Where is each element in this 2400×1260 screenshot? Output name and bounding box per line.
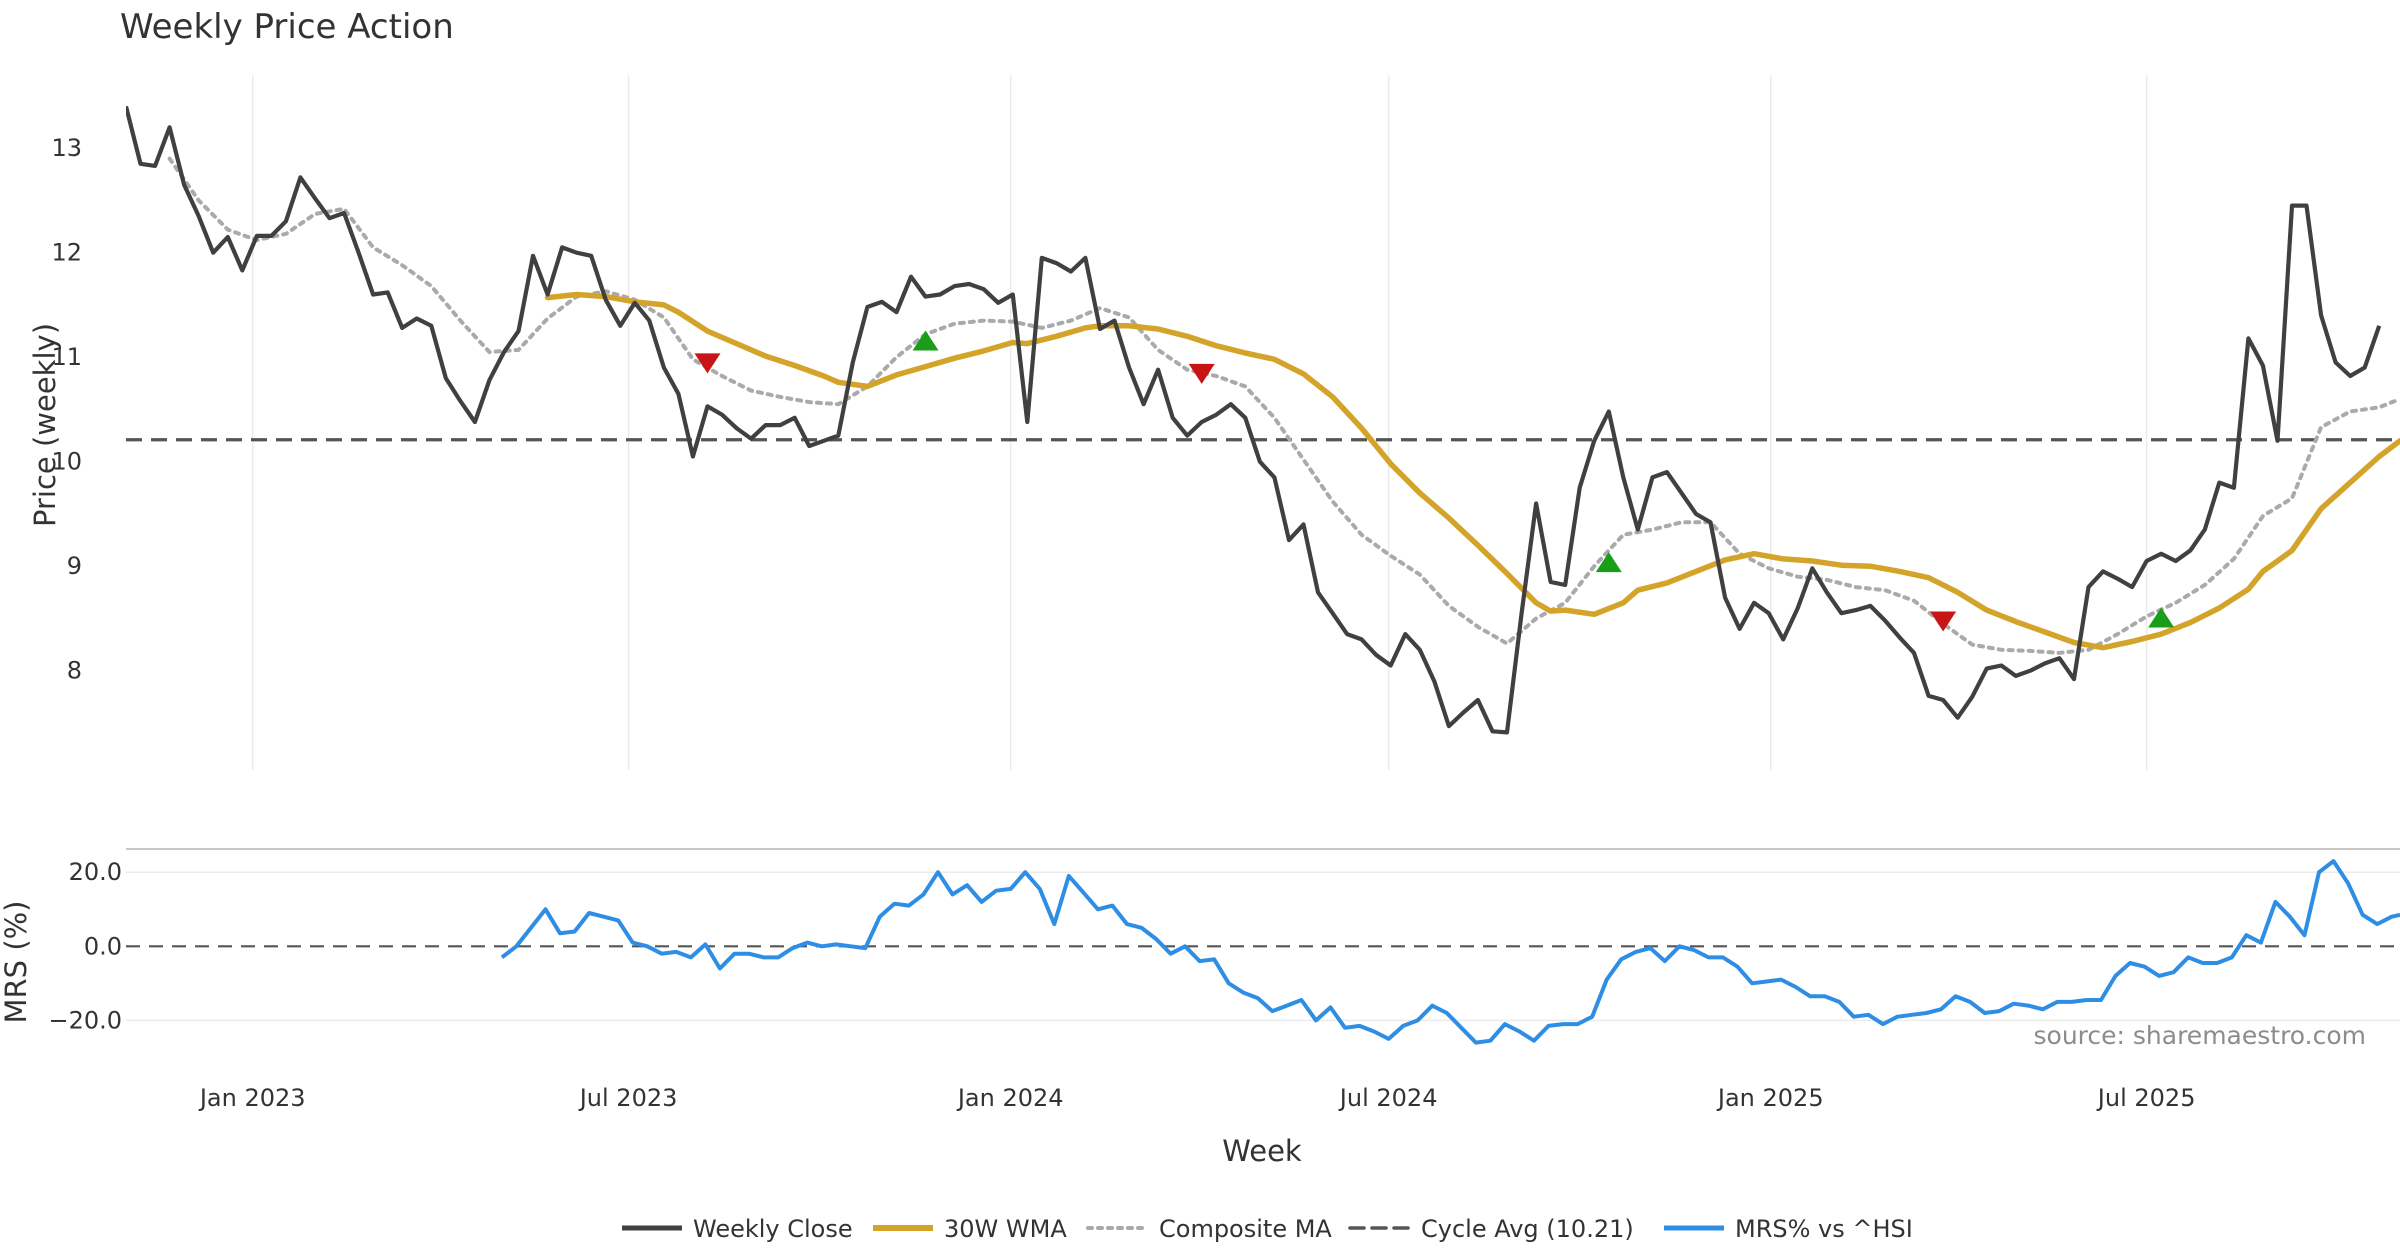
price-y-tick-label: 9 bbox=[67, 552, 82, 580]
legend-item: 30W WMA bbox=[873, 1215, 1067, 1243]
sell-signal-marker bbox=[1188, 363, 1215, 384]
sell-signal-marker bbox=[1930, 611, 1957, 632]
price-series bbox=[126, 105, 2400, 735]
price-y-tick-label: 11 bbox=[51, 343, 82, 371]
legend-label: Cycle Avg (10.21) bbox=[1421, 1215, 1634, 1243]
price-panel: 8 9 10 11 12 13 Price (weekly) bbox=[28, 75, 2400, 770]
legend-label: Composite MA bbox=[1159, 1215, 1332, 1243]
wma-30w-line bbox=[544, 291, 2400, 651]
mrs-y-axis-label: MRS (%) bbox=[0, 901, 33, 1024]
legend-item: MRS% vs ^HSI bbox=[1664, 1215, 1913, 1243]
mrs-line bbox=[500, 859, 2400, 1045]
source-note: source: sharemaestro.com bbox=[2034, 1021, 2367, 1050]
legend-item: Composite MA bbox=[1086, 1215, 1332, 1243]
legend-label: 30W WMA bbox=[944, 1215, 1067, 1243]
x-tick-label: Jul 2023 bbox=[578, 1084, 678, 1112]
x-tick-label: Jan 2024 bbox=[956, 1084, 1064, 1112]
mrs-series bbox=[500, 859, 2400, 1045]
price-grid bbox=[251, 75, 2148, 770]
price-y-ticks: 8 9 10 11 12 13 bbox=[51, 134, 82, 685]
mrs-y-tick-label: 20.0 bbox=[69, 858, 122, 886]
buy-signal-marker bbox=[912, 330, 939, 351]
x-tick-label: Jul 2024 bbox=[1338, 1084, 1438, 1112]
buy-signal-marker bbox=[2148, 607, 2175, 628]
x-tick-label: Jul 2025 bbox=[2096, 1084, 2196, 1112]
buy-signal-marker bbox=[1595, 552, 1622, 573]
mrs-y-tick-label: 0.0 bbox=[84, 932, 122, 960]
mrs-y-tick-label: −20.0 bbox=[48, 1006, 122, 1034]
x-axis-label: Week bbox=[1222, 1134, 1302, 1168]
chart-title: Weekly Price Action bbox=[120, 7, 454, 47]
price-y-axis-label: Price (weekly) bbox=[28, 323, 62, 527]
legend-label: MRS% vs ^HSI bbox=[1735, 1215, 1913, 1243]
price-y-tick-label: 12 bbox=[51, 239, 82, 267]
weekly-close-line bbox=[126, 105, 2382, 735]
composite-ma-line bbox=[167, 156, 2400, 655]
x-tick-label: Jan 2025 bbox=[1716, 1084, 1824, 1112]
x-ticks: Jan 2023 Jul 2023 Jan 2024 Jul 2024 Jan 2025… bbox=[198, 1084, 2196, 1112]
x-tick-label: Jan 2023 bbox=[198, 1084, 306, 1112]
mrs-y-ticks: 20.0 0.0 −20.0 bbox=[48, 858, 122, 1034]
legend-item: Cycle Avg (10.21) bbox=[1348, 1215, 1634, 1243]
legend-label: Weekly Close bbox=[693, 1215, 853, 1243]
mrs-grid bbox=[126, 871, 2400, 1022]
price-y-tick-label: 10 bbox=[51, 448, 82, 476]
legend: Weekly Close 30W WMA Composite MA Cycle Avg… bbox=[622, 1215, 1913, 1243]
mrs-panel: 20.00.0−20.0 MRS (%) Jan 2023 Jul 2023 Jan… bbox=[0, 848, 2400, 1168]
signal-markers bbox=[694, 330, 2175, 632]
price-y-tick-label: 8 bbox=[67, 657, 82, 685]
price-y-tick-label: 13 bbox=[51, 134, 82, 162]
sell-signal-marker bbox=[694, 353, 721, 374]
legend-item: Weekly Close bbox=[622, 1215, 853, 1243]
